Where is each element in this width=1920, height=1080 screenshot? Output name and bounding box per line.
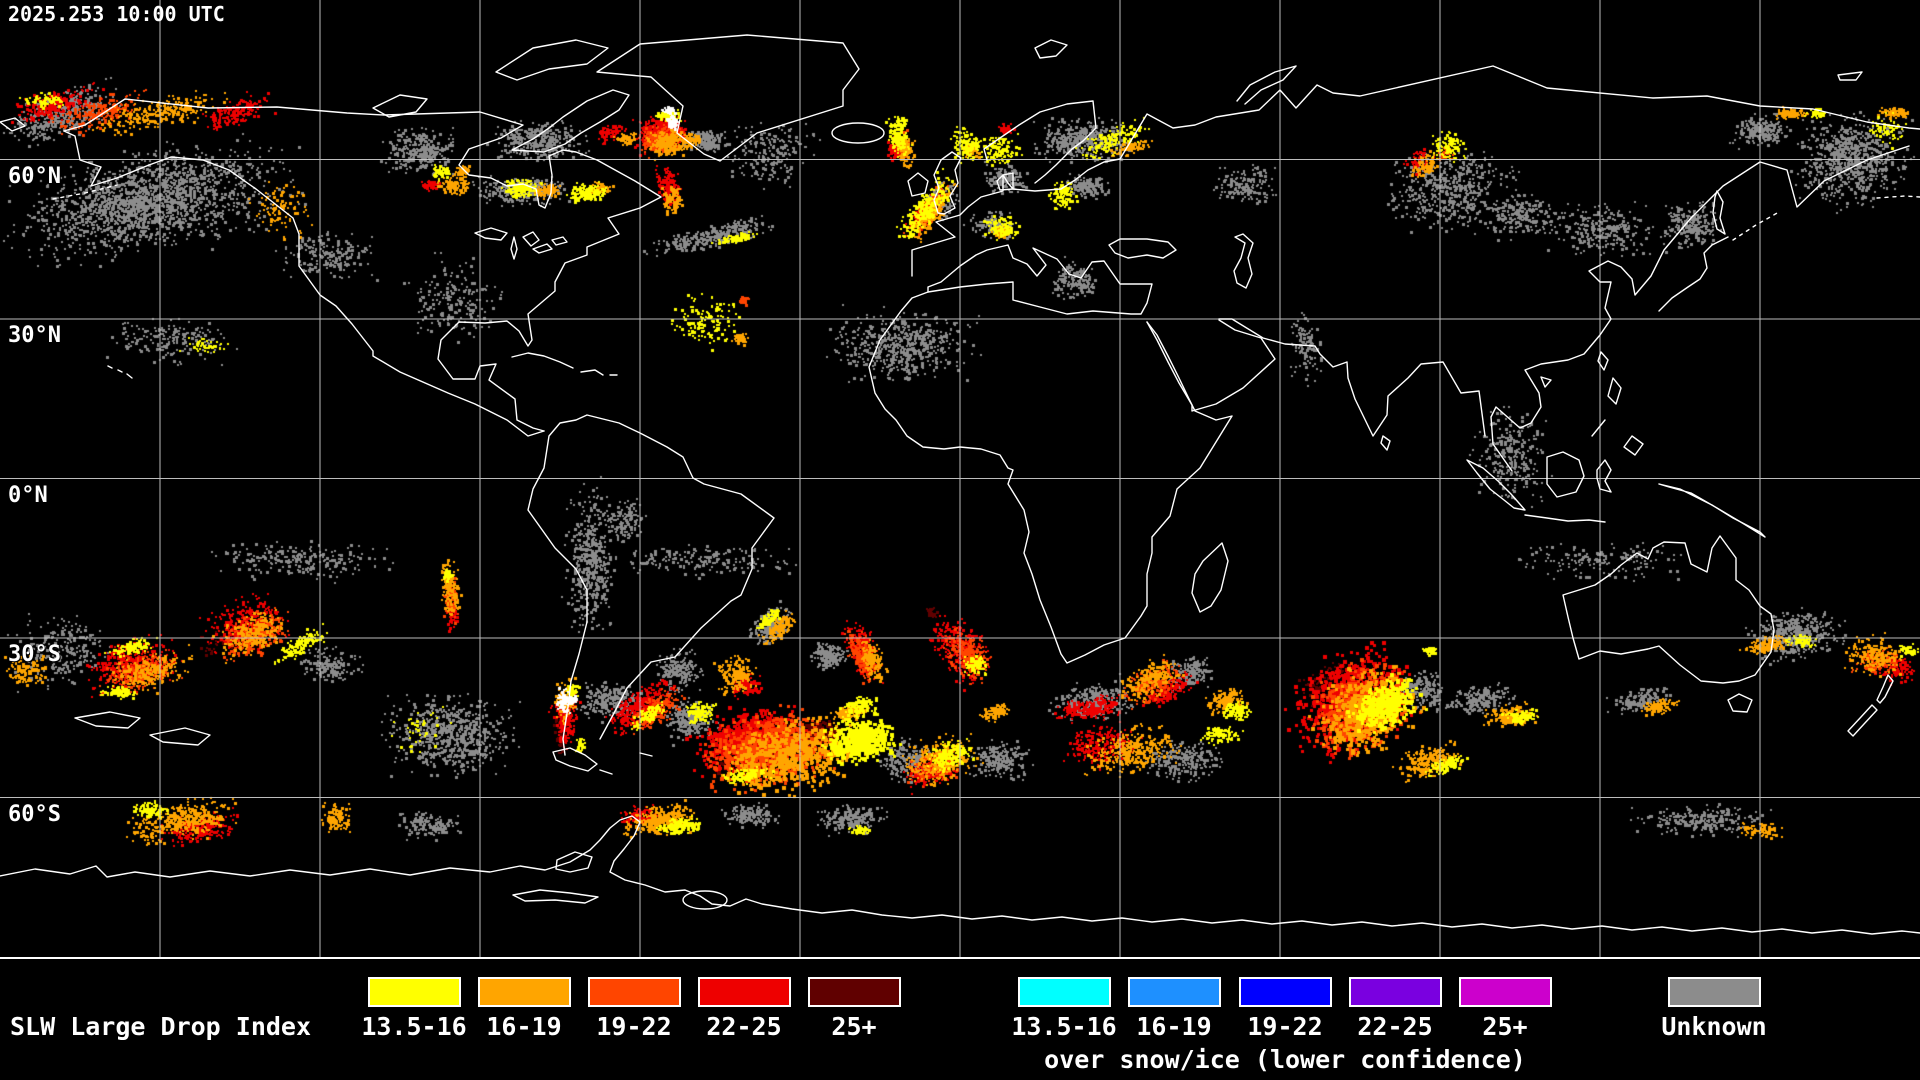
coast-new-guinea — [1659, 484, 1765, 537]
tierra-del-fuego — [553, 748, 652, 774]
legend-bar: SLW Large Drop Index 13.5-16 16-19 19-22 22… — [0, 957, 1920, 1080]
legend-swatch-standard-2 — [588, 977, 681, 1007]
timestamp: 2025.253 10:00 UTC — [8, 2, 225, 26]
legend-swatch-unknown-0 — [1668, 977, 1761, 1007]
coast-new-zealand — [1848, 675, 1893, 736]
black-sea — [1109, 239, 1176, 258]
legend-label-snow-ice-1: 16-19 — [1136, 1012, 1212, 1041]
legend-swatch-snow-ice-3 — [1349, 977, 1442, 1007]
legend-swatch-snow-ice-2 — [1239, 977, 1332, 1007]
coast-antarctica — [0, 816, 1920, 934]
legend-label-standard-0: 13.5-16 — [361, 1012, 467, 1041]
map-overlay-svg — [0, 0, 1920, 957]
coast-south-america — [528, 415, 774, 755]
coast-mediterranean — [928, 245, 1152, 314]
legend-label-snow-ice-4: 25+ — [1482, 1012, 1528, 1041]
great-lakes — [475, 228, 567, 259]
aleutian-kuril-chains — [53, 185, 1920, 240]
legend-title: SLW Large Drop Index — [10, 1012, 312, 1041]
caspian-sea — [1234, 234, 1253, 288]
coast-africa — [869, 292, 1232, 663]
antarctic-coast-loop — [683, 891, 727, 909]
legend-label-snow-ice-2: 19-22 — [1247, 1012, 1323, 1041]
legend-swatch-standard-3 — [698, 977, 791, 1007]
legend-label-snow-ice-0: 13.5-16 — [1011, 1012, 1117, 1041]
legend-swatch-snow-ice-0 — [1018, 977, 1111, 1007]
coast-india-burma — [1219, 319, 1485, 436]
latlon-gridlines — [0, 0, 1920, 957]
antarctic-peninsula-islands — [513, 852, 598, 903]
arctic-islands — [0, 40, 1862, 152]
legend-label-standard-4: 25+ — [831, 1012, 877, 1041]
snow-ice-caption: over snow/ice (lower confidence) — [1044, 1045, 1526, 1074]
lat-label-0N: 0°N — [8, 482, 48, 508]
coast-iceland — [832, 123, 884, 143]
legend-label-snow-ice-3: 22-25 — [1357, 1012, 1433, 1041]
coast-scandinavia — [984, 101, 1096, 190]
legend-label-standard-2: 19-22 — [596, 1012, 672, 1041]
coast-greenland — [597, 35, 859, 161]
legend-label-unknown-0: Unknown — [1661, 1012, 1767, 1041]
legend-swatch-standard-0 — [368, 977, 461, 1007]
legend-swatch-standard-1 — [478, 977, 571, 1007]
coast-tasmania — [1728, 694, 1752, 712]
coast-indonesia — [1467, 452, 1611, 522]
coast-arabia — [1147, 320, 1275, 411]
world-map: 2025.253 10:00 UTC 60°N 30°N 0°N 30°S 60°S — [0, 0, 1920, 957]
legend-label-standard-3: 22-25 — [706, 1012, 782, 1041]
caribbean-islands — [512, 353, 617, 375]
coast-north-america-west — [64, 131, 544, 436]
lat-label-30S: 30°S — [8, 642, 61, 667]
hawaii-islands — [108, 366, 132, 378]
coast-japan — [1659, 191, 1728, 311]
lat-label-30N: 30°N — [8, 323, 61, 348]
legend-swatch-snow-ice-1 — [1128, 977, 1221, 1007]
lat-label-60S: 60°S — [8, 801, 61, 827]
subantarctic-islands — [75, 712, 210, 745]
coast-east-asia — [1491, 146, 1909, 471]
coast-australia — [1563, 536, 1774, 683]
island-taiwan-hainan-srilanka — [1381, 352, 1608, 450]
coast-uk-ireland — [908, 152, 961, 214]
coastlines — [0, 35, 1920, 934]
coast-madagascar — [1192, 543, 1228, 612]
coast-philippines — [1592, 378, 1643, 455]
coast-siberia-arctic — [1120, 66, 1920, 159]
legend-label-standard-1: 16-19 — [486, 1012, 562, 1041]
legend-swatch-standard-4 — [808, 977, 901, 1007]
lat-label-60N: 60°N — [8, 163, 61, 189]
coast-north-america — [64, 99, 661, 431]
coast-europe — [912, 159, 1120, 276]
legend-swatch-snow-ice-4 — [1459, 977, 1552, 1007]
